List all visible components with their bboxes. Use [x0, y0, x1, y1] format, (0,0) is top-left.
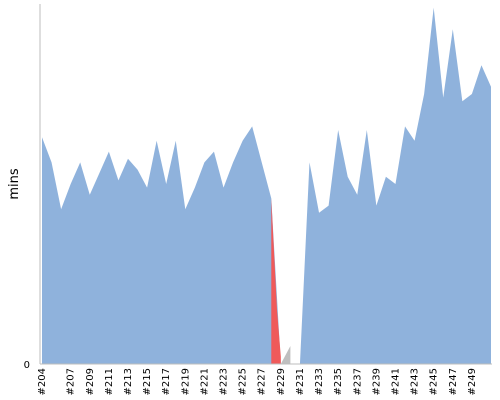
x-tick-label: #233 [314, 368, 325, 395]
x-tick-label: #237 [352, 368, 363, 395]
y-tick-label: 0 [24, 360, 30, 371]
failed-build-area [271, 198, 281, 364]
x-tick-label: #207 [66, 368, 77, 395]
x-tick-label: #204 [37, 368, 48, 395]
x-tick-label: #239 [371, 368, 382, 395]
x-tick-label: #243 [410, 368, 421, 395]
x-tick-label: #219 [180, 368, 191, 395]
x-tick-label: #217 [161, 368, 172, 395]
x-tick-label: #225 [238, 368, 249, 395]
x-tick-label: #241 [390, 368, 401, 395]
x-tick-label: #223 [219, 368, 230, 395]
aborted-build-area [280, 346, 291, 364]
x-tick-label: #211 [104, 368, 115, 395]
x-tick-label: #235 [333, 368, 344, 395]
x-tick-label: #247 [448, 368, 459, 395]
x-tick-label: #221 [199, 368, 210, 395]
x-tick-label: #227 [257, 368, 268, 395]
x-tick-label: #229 [276, 368, 287, 395]
x-tick-label: #245 [429, 368, 440, 395]
x-tick-layer: #204 #207 #209 #211 #213 #215 #217 #219 #221 #223… [37, 368, 478, 395]
x-tick-label: #231 [295, 368, 306, 395]
y-axis-label: mins [7, 168, 22, 200]
x-tick-label: #249 [467, 368, 478, 395]
x-tick-label: #215 [142, 368, 153, 395]
x-tick-label: #213 [123, 368, 134, 395]
x-tick-label: #209 [85, 368, 96, 395]
area-layer [42, 7, 491, 364]
success-duration-area [42, 7, 491, 364]
